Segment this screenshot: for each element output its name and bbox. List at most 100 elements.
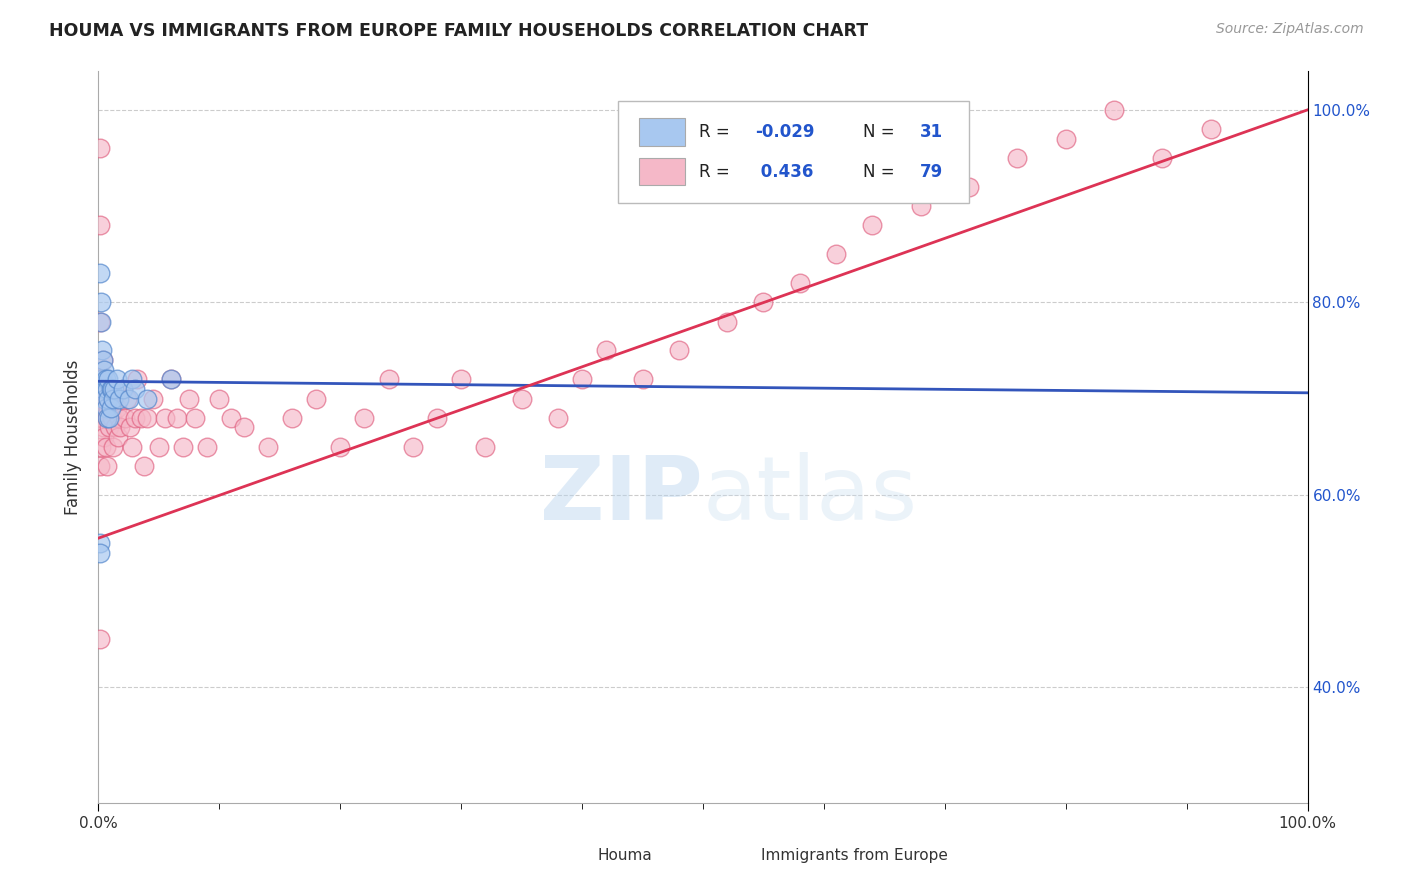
Text: HOUMA VS IMMIGRANTS FROM EUROPE FAMILY HOUSEHOLDS CORRELATION CHART: HOUMA VS IMMIGRANTS FROM EUROPE FAMILY H… [49,22,869,40]
Point [571,372,593,386]
Point [96,382,118,396]
Point [789,276,811,290]
Point [91,372,114,386]
Text: Source: ZipAtlas.com: Source: ZipAtlas.com [1216,22,1364,37]
Point [631,372,654,386]
Point [107,430,129,444]
Point [100,382,122,396]
Point [1102,103,1125,117]
Point [910,199,932,213]
Point [98,420,121,434]
Point [100,410,122,425]
Point [94,401,117,416]
Point [89,545,111,559]
Point [184,410,207,425]
Point [93,392,115,406]
Point [105,372,128,386]
Point [118,420,141,434]
Point [135,410,157,425]
Point [752,295,775,310]
Point [108,420,131,434]
Point [89,267,111,281]
Point [89,632,111,647]
Text: N =: N = [863,123,900,141]
Point [94,392,117,406]
Text: R =: R = [699,162,735,180]
Point [97,401,120,416]
Point [281,410,304,425]
Text: N =: N = [863,162,900,180]
Point [97,372,120,386]
Point [89,536,111,550]
Bar [638,158,685,186]
Point [825,247,848,261]
Point [96,410,118,425]
Point [105,401,128,416]
Point [100,401,122,416]
Bar [564,846,591,866]
Point [91,353,114,368]
Point [94,440,117,454]
Point [134,458,156,473]
Text: Immigrants from Europe: Immigrants from Europe [761,848,948,863]
Point [716,315,738,329]
Point [91,343,114,358]
Point [121,372,143,386]
Point [474,440,496,454]
FancyBboxPatch shape [619,101,969,203]
Point [97,392,120,406]
Point [90,315,112,329]
Point [208,392,231,406]
Point [166,410,188,425]
Point [100,382,122,396]
Point [91,353,114,368]
Point [90,392,112,406]
Point [124,410,146,425]
Point [93,382,115,396]
Point [127,372,149,386]
Point [135,392,157,406]
Point [377,372,399,386]
Point [221,410,243,425]
Point [89,219,111,233]
Point [96,410,118,425]
Point [91,372,114,386]
Point [89,315,111,329]
Point [353,410,375,425]
Point [108,410,131,425]
Text: atlas: atlas [703,452,918,539]
Point [860,219,883,233]
Bar [727,846,754,866]
Point [103,382,125,396]
Text: 79: 79 [920,162,942,180]
Point [111,382,134,396]
Point [104,420,127,434]
Point [93,362,115,376]
Point [89,458,111,473]
Point [89,141,111,155]
Point [1199,122,1222,136]
Point [256,440,278,454]
Point [153,410,176,425]
Point [195,440,218,454]
Point [305,392,328,406]
Point [160,372,183,386]
Point [142,392,165,406]
Point [114,410,136,425]
Point [148,440,170,454]
Point [1007,151,1029,165]
Point [172,440,194,454]
Point [510,392,533,406]
Point [93,430,115,444]
Point [96,458,118,473]
Point [1054,132,1077,146]
Point [90,440,112,454]
Y-axis label: Family Households: Family Households [65,359,83,515]
Point [101,440,124,454]
Point [426,410,449,425]
Point [668,343,690,358]
Point [121,440,143,454]
Point [595,343,617,358]
Point [117,392,139,406]
Point [91,382,114,396]
